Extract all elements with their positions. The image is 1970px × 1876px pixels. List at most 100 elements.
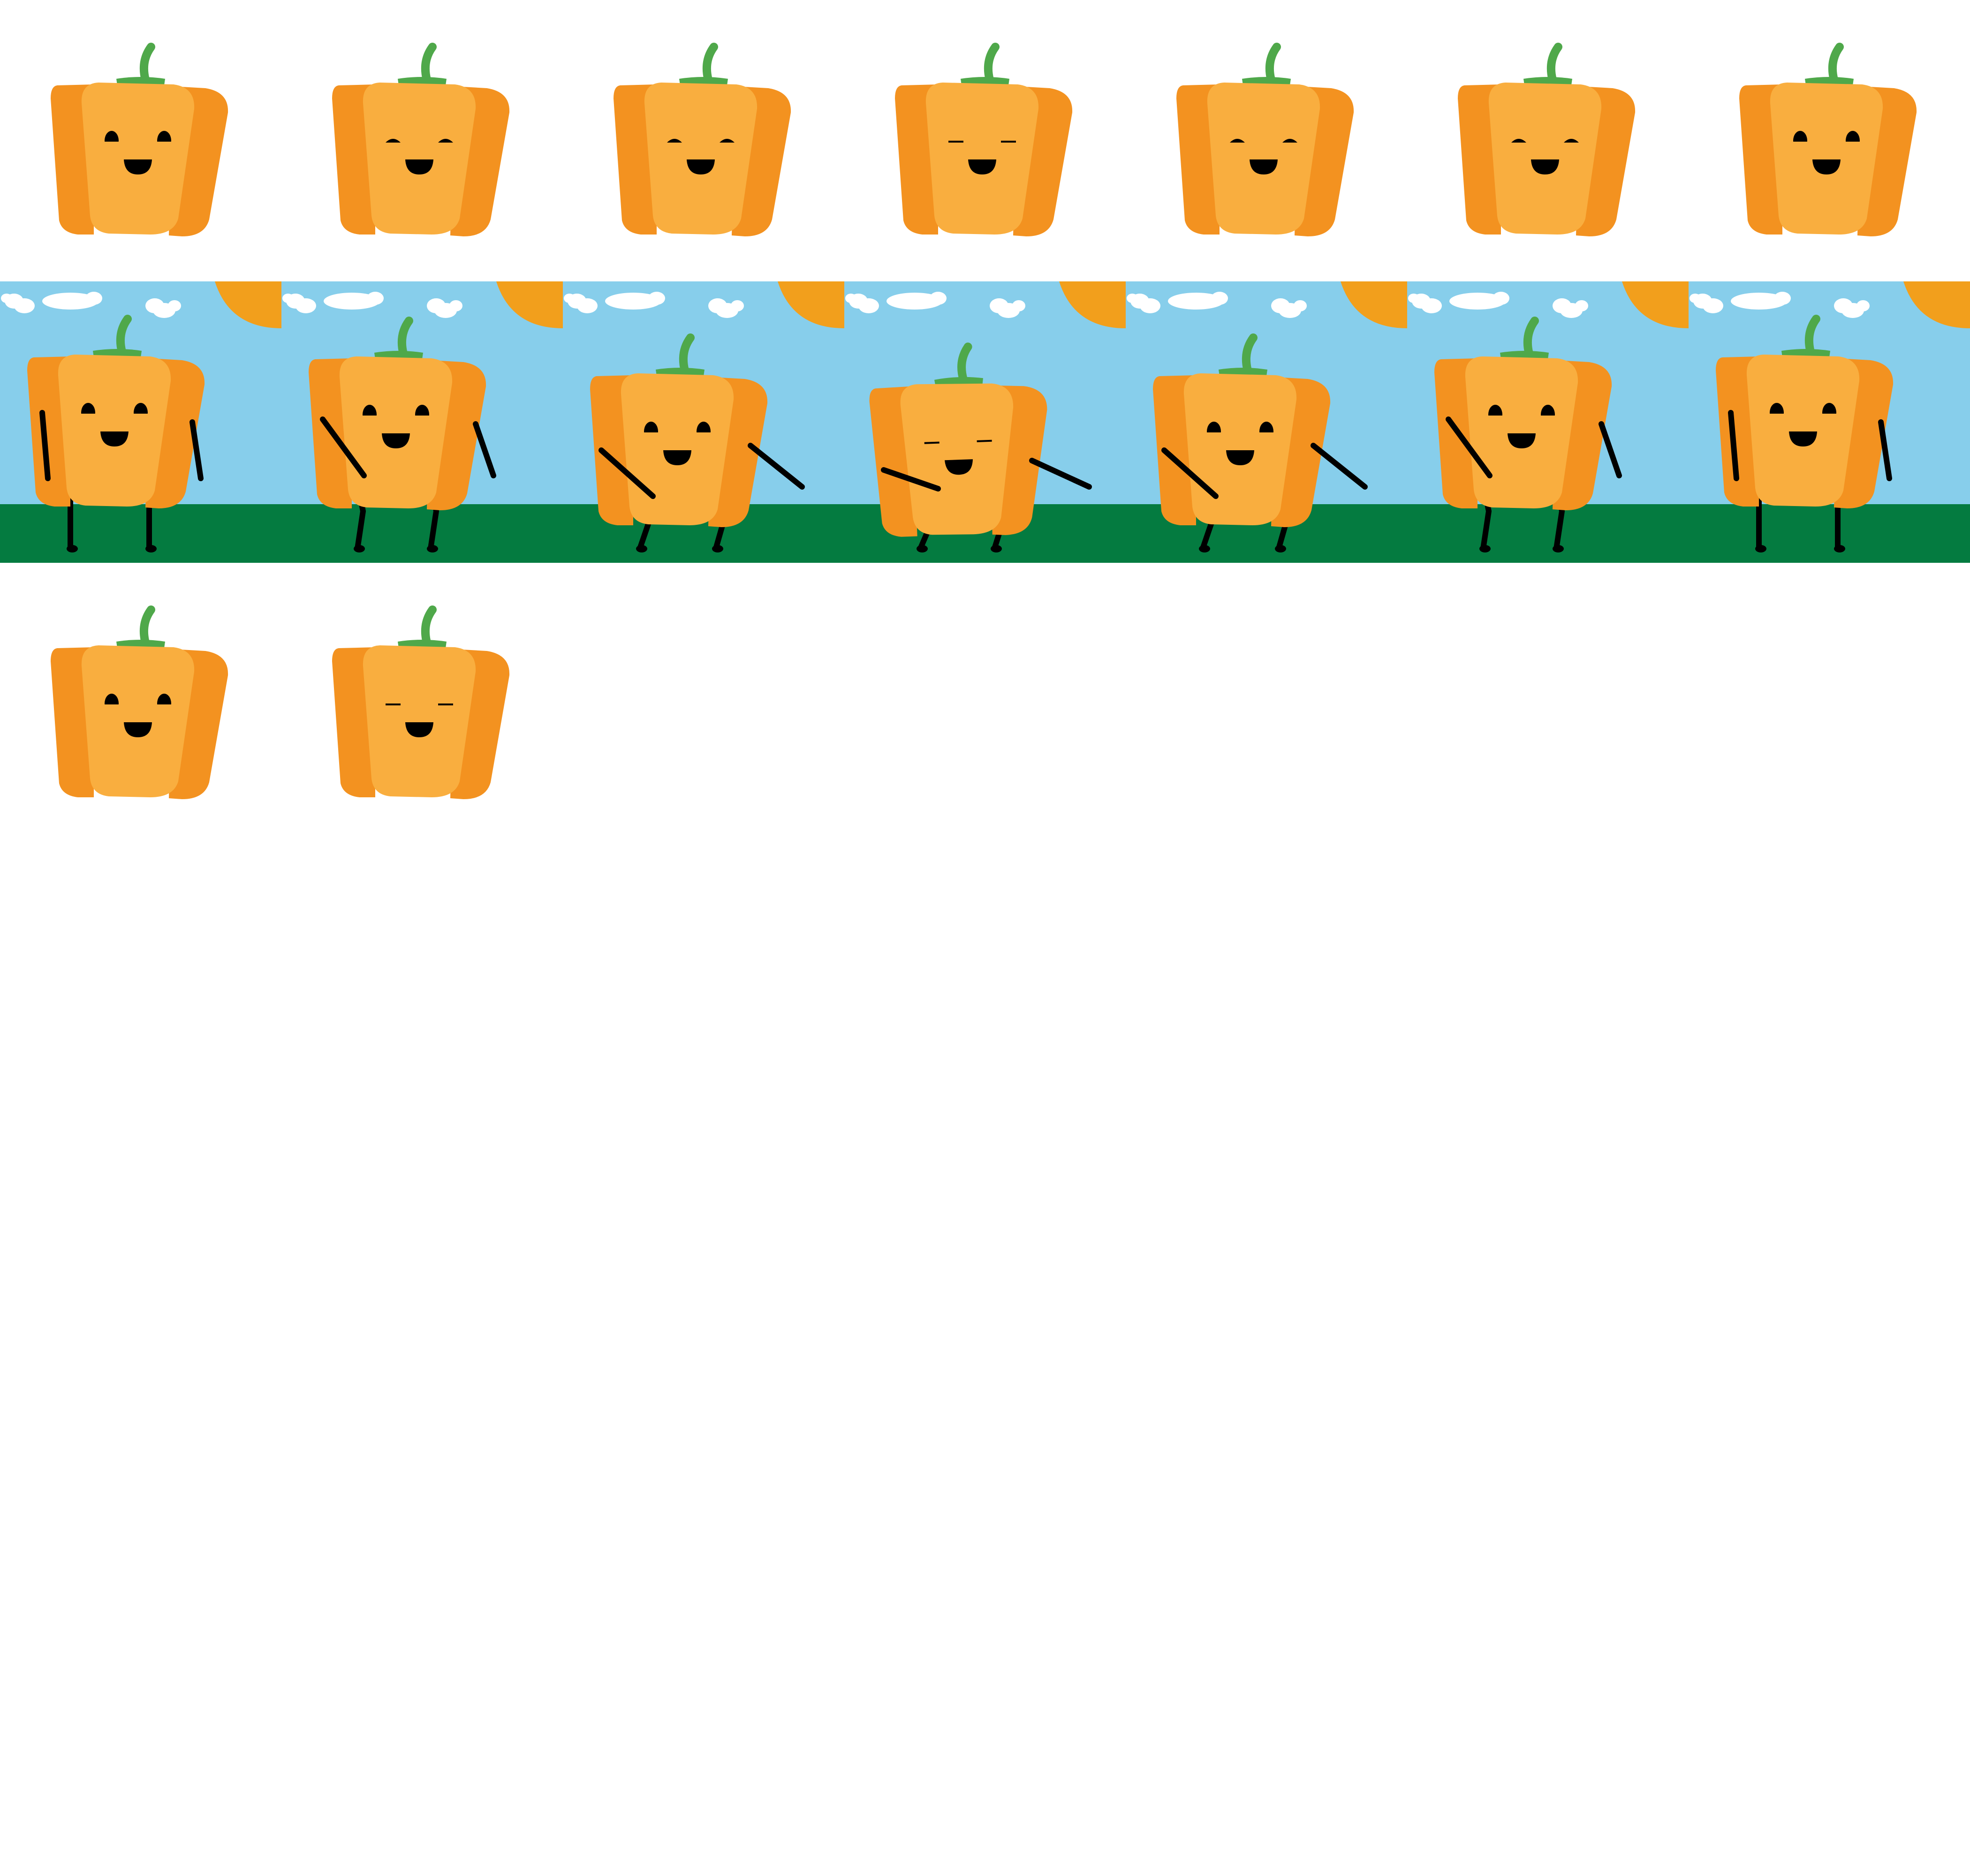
sprite-frame (0, 281, 281, 563)
sprite-frame (281, 0, 563, 281)
stem (1523, 317, 1539, 358)
stem-base (374, 351, 423, 359)
sun (1622, 281, 1689, 328)
sprite-frame (1407, 0, 1689, 281)
pepper-walker (1434, 317, 1622, 552)
sprite-frame (844, 281, 1126, 563)
sprite-frame (0, 0, 281, 281)
bell-pepper-head-icon (1458, 43, 1636, 236)
ground (1407, 504, 1689, 563)
arm-left (599, 447, 656, 499)
stem (984, 43, 1000, 84)
mouth (405, 722, 433, 737)
foot (1199, 545, 1210, 552)
pepper-body (1770, 83, 1883, 234)
pepper-head (1176, 43, 1354, 236)
walk-row (0, 281, 1970, 563)
stem (1546, 43, 1562, 84)
pepper-body (1183, 373, 1297, 525)
stem (702, 43, 718, 84)
stem-base (398, 77, 447, 85)
stem (1242, 333, 1258, 375)
sun (215, 281, 281, 328)
sun (1903, 281, 1970, 328)
foot (1479, 545, 1491, 552)
arm-left (39, 410, 51, 481)
sun (1059, 281, 1126, 328)
stem (1828, 43, 1844, 84)
bell-pepper-head-icon (332, 43, 510, 236)
stem (139, 43, 155, 84)
sprite-frame (0, 563, 281, 844)
pepper-body (1746, 355, 1860, 507)
stem (421, 43, 437, 84)
arm-right (748, 443, 805, 490)
foot (636, 545, 647, 552)
pepper-head (1716, 315, 1894, 508)
mouth (382, 433, 410, 448)
arm-right (473, 421, 496, 478)
pepper-head (51, 605, 228, 799)
clouds (1690, 292, 1870, 318)
mouth (1789, 431, 1817, 446)
pepper-body (1465, 356, 1578, 508)
stem (139, 605, 155, 647)
sprite-frame (563, 281, 844, 563)
stem-base (93, 349, 142, 357)
arm-left (881, 467, 941, 492)
sprite-frame (1126, 0, 1407, 281)
foot (145, 545, 157, 552)
sprite-frame (1689, 0, 1970, 281)
eye-right (1564, 139, 1579, 143)
pepper-head (332, 43, 510, 236)
ground (0, 504, 281, 563)
clouds (845, 292, 1025, 318)
ground (281, 504, 563, 563)
foot (917, 545, 928, 552)
pepper-walker (1716, 315, 1894, 552)
bell-pepper-walker-icon (1126, 281, 1407, 563)
arm-right (1311, 443, 1368, 490)
bell-pepper-head-icon (895, 43, 1073, 236)
pepper-body (58, 355, 171, 507)
foot (67, 545, 78, 552)
stem (1804, 315, 1820, 356)
stem (1265, 43, 1281, 84)
stem (679, 333, 695, 375)
pepper-head (1739, 43, 1917, 236)
mouth (687, 159, 715, 174)
pepper-body (81, 83, 195, 234)
sprite-frame (563, 0, 844, 281)
bell-pepper-head-icon (1176, 43, 1354, 236)
sprite-frame (281, 563, 563, 844)
stem (116, 315, 132, 356)
clouds (1, 292, 181, 318)
pepper-body (900, 383, 1014, 535)
pepper-head (590, 333, 768, 527)
pepper-body (81, 645, 195, 797)
eye-left (1511, 139, 1526, 143)
pepper-body (363, 645, 476, 797)
sun (1341, 281, 1407, 328)
extra-row (0, 563, 1970, 844)
mouth (100, 431, 129, 446)
sun (778, 281, 844, 328)
pepper-head (1153, 333, 1331, 527)
pepper-body (925, 83, 1039, 234)
mouth (1812, 159, 1841, 174)
bell-pepper-walker-icon (563, 281, 844, 563)
clouds (1408, 292, 1588, 318)
bell-pepper-walker-icon (281, 281, 563, 563)
mouth (405, 159, 433, 174)
sprite-frame (281, 281, 563, 563)
eye-left (1230, 139, 1245, 143)
arm-right (1878, 419, 1892, 481)
pepper-head (27, 315, 205, 508)
mouth (663, 450, 691, 465)
mouth (1531, 159, 1559, 174)
stem-base (1219, 368, 1267, 376)
eye-left (667, 139, 682, 143)
foot (712, 545, 723, 552)
bell-pepper-walker-icon (844, 281, 1126, 563)
foot (991, 545, 1002, 552)
